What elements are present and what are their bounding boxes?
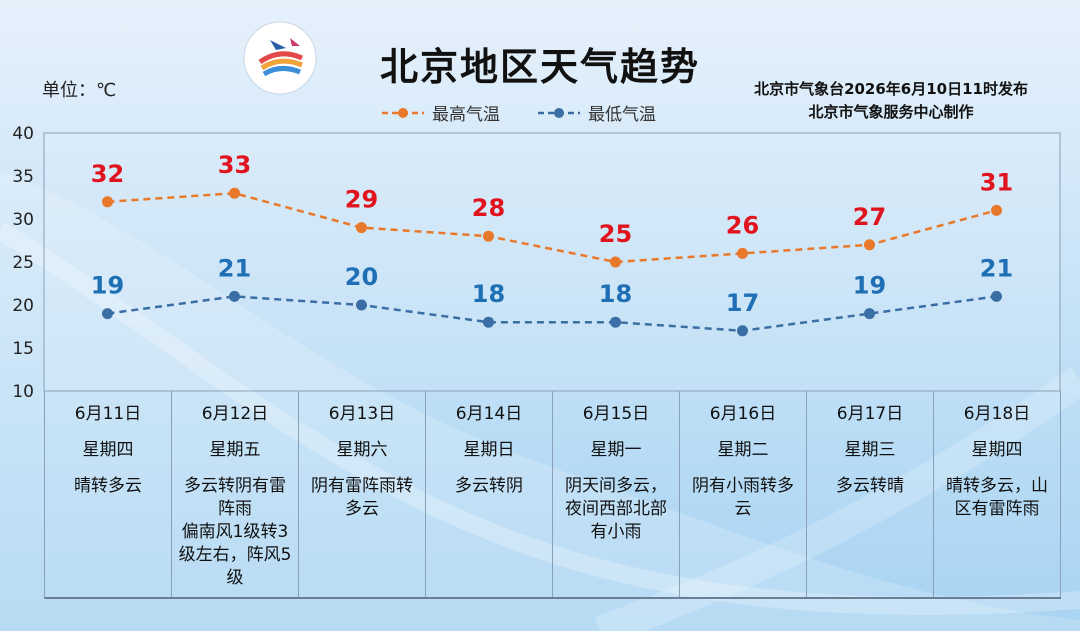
high-temp-label: 31 <box>980 168 1013 196</box>
day-date: 6月14日 <box>455 404 523 424</box>
low-temp-point <box>229 290 240 302</box>
legend-high: 最高气温 <box>380 100 500 125</box>
high-temp-label: 28 <box>472 194 505 222</box>
day-date: 6月18日 <box>963 404 1031 424</box>
high-temp-point <box>229 187 240 199</box>
day-week: 星期四 <box>82 440 134 460</box>
high-temp-line <box>107 191 997 264</box>
low-temp-point <box>991 290 1002 302</box>
high-temp-point <box>102 196 113 208</box>
day-column: 6月18日星期四晴转多云，山区有雷阵雨 <box>934 391 1061 597</box>
day-weather: 阴有小雨转多云 <box>692 476 794 519</box>
low-temp-label: 19 <box>91 272 124 300</box>
day-week: 星期三 <box>844 440 896 460</box>
day-weather: 阴有雷阵雨转多云 <box>311 476 413 519</box>
day-column: 6月17日星期三多云转晴 <box>807 391 934 597</box>
legend-high-marker <box>382 107 424 118</box>
issue-time: 北京市气象台2026年6月10日11时发布 <box>754 80 1028 98</box>
source-info: 北京市气象台2026年6月10日11时发布 北京市气象服务中心制作 <box>754 78 1028 124</box>
high-temp-point <box>483 230 494 242</box>
day-wind: 偏南风1级转3级左右，阵风5级 <box>178 522 292 588</box>
high-temp-label: 26 <box>726 211 759 239</box>
legend-low: 最低气温 <box>536 100 656 125</box>
y-tick-label: 15 <box>12 339 34 359</box>
high-temp-point <box>356 222 367 234</box>
day-column: 6月11日星期四晴转多云 <box>45 391 172 597</box>
high-temp-label: 33 <box>218 151 251 179</box>
high-temp-label: 29 <box>345 186 378 214</box>
y-tick-label: 35 <box>12 167 34 187</box>
day-column: 6月16日星期二阴有小雨转多云 <box>680 391 807 597</box>
low-temp-label: 20 <box>345 263 378 291</box>
y-tick-label: 25 <box>12 253 34 273</box>
high-temp-point <box>864 239 875 251</box>
low-temp-point <box>737 325 748 337</box>
day-week: 星期二 <box>717 440 769 460</box>
legend-low-marker <box>538 107 580 118</box>
day-column: 6月14日星期日多云转阴 <box>426 391 553 597</box>
high-temp-point <box>991 204 1002 216</box>
plot-frame <box>43 132 1061 392</box>
low-temp-label: 19 <box>853 272 886 300</box>
day-weather: 多云转阴 <box>455 476 523 496</box>
low-temp-label: 18 <box>599 280 632 308</box>
high-temp-point <box>737 247 748 259</box>
low-temp-point <box>356 299 367 311</box>
low-temp-point <box>864 308 875 320</box>
low-temp-point <box>610 316 621 328</box>
day-weather: 阴天间多云，夜间西部北部有小雨 <box>565 476 667 542</box>
day-column: 6月12日星期五多云转阴有雷阵雨 偏南风1级转3级左右，阵风5级 <box>172 391 299 597</box>
day-week: 星期一 <box>590 440 642 460</box>
low-temp-line <box>107 295 997 333</box>
day-weather: 多云转阴有雷阵雨 <box>184 476 286 519</box>
legend-high-label: 最高气温 <box>432 105 500 125</box>
forecast-table: 6月11日 星期四 晴转多云 6月12日 星期五 多云转阴有雷阵雨 偏南风1级转3级左右，阵… <box>44 391 1061 599</box>
day-weather: 多云转晴 <box>836 476 904 496</box>
day-date: 6月13日 <box>328 404 396 424</box>
chart-legend: 最高气温 最低气温 <box>380 100 692 125</box>
day-date: 6月12日 <box>201 404 269 424</box>
day-date: 6月15日 <box>582 404 650 424</box>
low-temp-label: 18 <box>472 280 505 308</box>
high-temp-point <box>610 256 621 268</box>
low-temp-point <box>483 316 494 328</box>
high-temp-label: 25 <box>599 220 632 248</box>
day-column: 6月15日星期一阴天间多云，夜间西部北部有小雨 <box>553 391 680 597</box>
low-temp-label: 17 <box>726 289 759 317</box>
unit-label: 单位：℃ <box>42 80 117 101</box>
day-date: 6月17日 <box>836 404 904 424</box>
high-temp-label: 27 <box>853 203 886 231</box>
y-tick-label: 40 <box>12 124 34 144</box>
day-weather: 晴转多云，山区有雷阵雨 <box>946 476 1048 519</box>
day-week: 星期五 <box>209 440 261 460</box>
low-temp-point <box>102 308 113 320</box>
low-temp-label: 21 <box>980 254 1013 282</box>
day-column: 6月13日星期六阴有雷阵雨转多云 <box>299 391 426 597</box>
day-weather: 晴转多云 <box>74 476 142 496</box>
day-week: 星期日 <box>463 440 515 460</box>
legend-low-label: 最低气温 <box>588 105 656 125</box>
y-tick-label: 20 <box>12 296 34 316</box>
high-temp-label: 32 <box>91 160 124 188</box>
producer: 北京市气象服务中心制作 <box>808 103 974 121</box>
day-date: 6月11日 <box>74 404 142 424</box>
day-week: 星期六 <box>336 440 388 460</box>
y-tick-label: 10 <box>12 382 34 402</box>
meteorological-service-logo <box>243 21 317 95</box>
day-week: 星期四 <box>971 440 1023 460</box>
low-temp-label: 21 <box>218 254 251 282</box>
y-tick-label: 30 <box>12 210 34 230</box>
page-title: 北京地区天气趋势 <box>379 45 700 89</box>
day-date: 6月16日 <box>709 404 777 424</box>
